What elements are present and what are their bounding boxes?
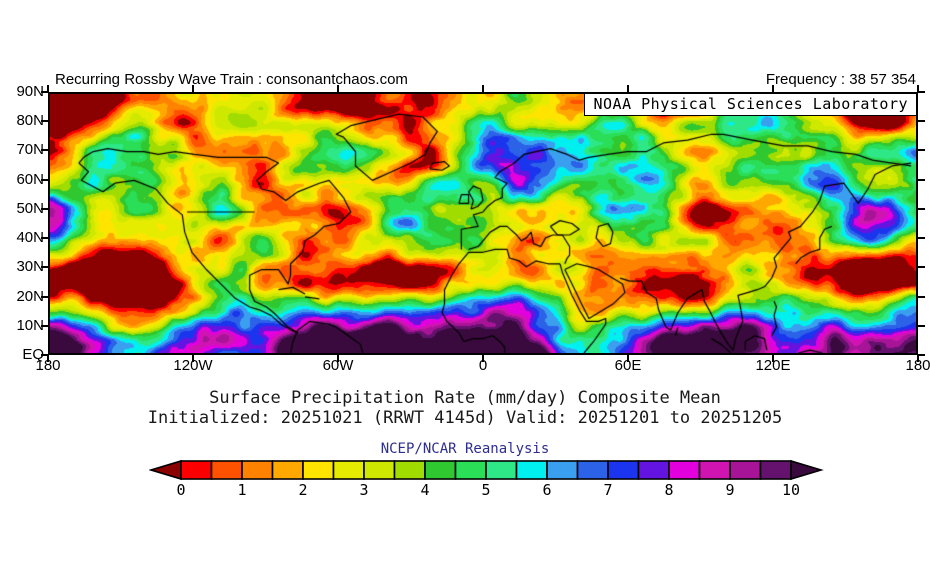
lon-tick xyxy=(627,355,629,362)
colorbar-arrow-high xyxy=(790,459,824,481)
lat-tick xyxy=(41,178,48,181)
colorbar-segment xyxy=(729,460,762,480)
colorbar-segment xyxy=(210,460,243,480)
lat-tick-right xyxy=(918,354,925,356)
colorbar-tick-label: 5 xyxy=(481,481,491,499)
lat-axis-label: 30N xyxy=(16,258,44,276)
lat-tick xyxy=(41,207,48,210)
lon-tick xyxy=(47,355,49,362)
lat-tick xyxy=(41,295,48,298)
lat-axis-label: 80N xyxy=(16,112,44,130)
lon-tick xyxy=(192,355,194,362)
lon-tick-top xyxy=(772,85,774,92)
lon-tick-top xyxy=(917,85,919,92)
colorbar-tick-label: 2 xyxy=(298,481,308,499)
lat-tick-right xyxy=(918,178,925,181)
colorbar-segment xyxy=(668,460,701,480)
map-canvas xyxy=(50,94,916,353)
lat-tick-right xyxy=(918,295,925,298)
lat-axis-label: 10N xyxy=(16,316,44,334)
colorbar-tick-label: 6 xyxy=(542,481,552,499)
lat-tick-right xyxy=(918,149,925,152)
lon-tick xyxy=(482,355,484,362)
lon-tick-top xyxy=(192,85,194,92)
colorbar-segment xyxy=(241,460,274,480)
lon-axis-label: 0 xyxy=(478,357,488,374)
colorbar-segment xyxy=(576,460,609,480)
colorbar-segment xyxy=(271,460,304,480)
lat-axis-label: 20N xyxy=(16,287,44,305)
colorbar-segment xyxy=(454,460,487,480)
lat-tick-right xyxy=(918,237,925,240)
colorbar-segment xyxy=(515,460,548,480)
lon-axis-label: 120E xyxy=(755,357,791,374)
lat-tick xyxy=(41,266,48,269)
map-frame: NOAA Physical Sciences Laboratory xyxy=(48,92,918,355)
noaa-banner: NOAA Physical Sciences Laboratory xyxy=(584,94,916,116)
lat-tick-right xyxy=(918,207,925,210)
lat-axis-label: 90N xyxy=(16,83,44,100)
lat-tick xyxy=(41,91,48,93)
lon-tick-top xyxy=(482,85,484,92)
colorbar-segment xyxy=(332,460,365,480)
lat-tick xyxy=(41,149,48,152)
lat-tick xyxy=(41,120,48,123)
lat-tick xyxy=(41,237,48,240)
lat-tick-right xyxy=(918,266,925,269)
colorbar-segment xyxy=(698,460,731,480)
lat-tick-right xyxy=(918,91,925,93)
chart-subtitle: Initialized: 20251021 (RRWT 4145d) Valid… xyxy=(147,408,783,428)
colorbar-segment xyxy=(393,460,426,480)
lon-tick-top xyxy=(627,85,629,92)
colorbar-segment xyxy=(180,460,213,480)
colorbar-segment xyxy=(607,460,640,480)
colorbar-tick-label: 0 xyxy=(176,481,186,499)
lat-axis-label: 60N xyxy=(16,170,44,188)
lon-tick xyxy=(337,355,339,362)
colorbar-svg xyxy=(148,459,824,481)
lat-tick-right xyxy=(918,120,925,123)
lat-tick xyxy=(41,324,48,327)
lon-tick xyxy=(772,355,774,362)
colorbar-segment xyxy=(759,460,792,480)
lon-axis-label: 180 xyxy=(905,357,930,374)
lon-axis-label: 60W xyxy=(322,357,354,374)
colorbar xyxy=(148,459,825,488)
chart-title: Surface Precipitation Rate (mm/day) Comp… xyxy=(209,388,721,408)
colorbar-tick-label: 10 xyxy=(781,481,801,499)
lat-axis-label: 50N xyxy=(16,199,44,217)
lon-axis-label: 180 xyxy=(35,357,61,374)
lon-tick-top xyxy=(47,85,49,92)
lat-axis-label: 70N xyxy=(16,141,44,159)
lon-tick xyxy=(917,355,919,362)
colorbar-segment xyxy=(363,460,396,480)
colorbar-segment xyxy=(546,460,579,480)
colorbar-tick-label: 3 xyxy=(359,481,369,499)
colorbar-segment xyxy=(637,460,670,480)
colorbar-tick-label: 1 xyxy=(237,481,247,499)
lat-axis-label: EQ xyxy=(22,346,44,363)
lat-tick xyxy=(41,354,48,356)
colorbar-tick-label: 9 xyxy=(725,481,735,499)
colorbar-segment xyxy=(302,460,335,480)
colorbar-segment xyxy=(485,460,518,480)
colorbar-tick-label: 7 xyxy=(603,481,613,499)
colorbar-tick-label: 4 xyxy=(420,481,430,499)
lat-axis-label: 40N xyxy=(16,229,44,247)
colorbar-tick-label: 8 xyxy=(664,481,674,499)
frequency-label: Frequency : 38 57 354 xyxy=(765,71,916,88)
colorbar-segment xyxy=(424,460,457,480)
lon-axis-label: 60E xyxy=(614,357,642,374)
lon-tick-top xyxy=(337,85,339,92)
lon-axis-label: 120W xyxy=(173,357,213,374)
lat-tick-right xyxy=(918,324,925,327)
data-source-label: NCEP/NCAR Reanalysis xyxy=(380,441,550,457)
colorbar-arrow-low xyxy=(148,459,182,481)
plot-header-left: Recurring Rossby Wave Train : consonantc… xyxy=(55,71,408,88)
